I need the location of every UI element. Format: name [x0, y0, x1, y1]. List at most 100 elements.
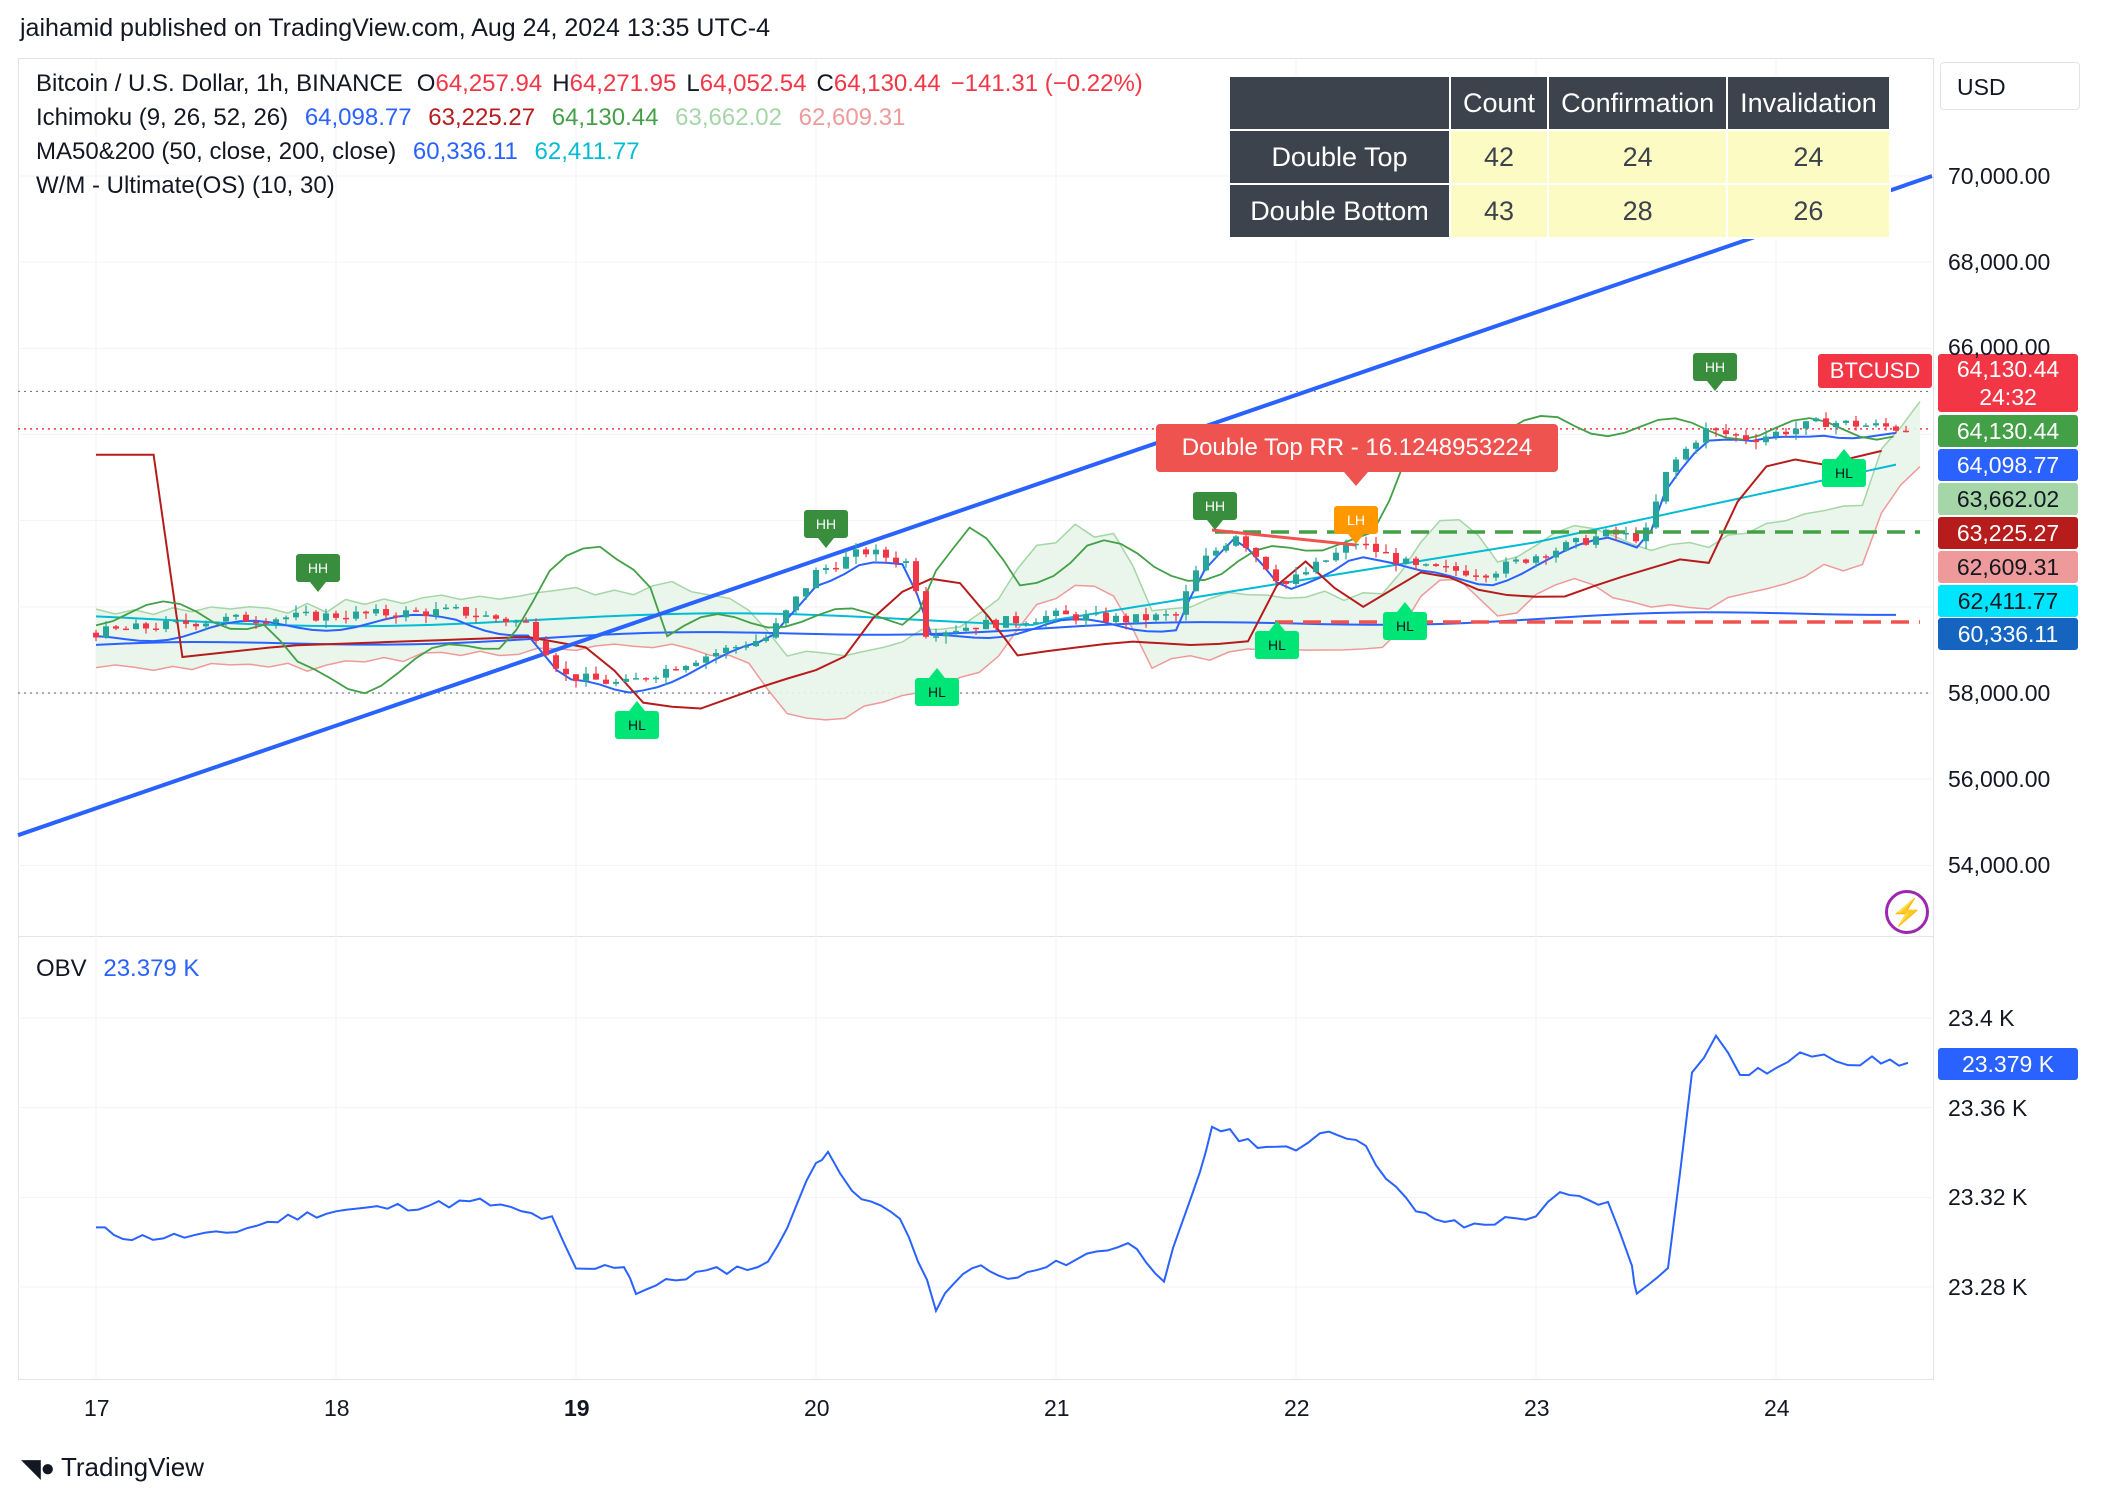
- candle-body: [213, 621, 219, 624]
- candle-body: [1843, 420, 1849, 423]
- candle-body: [1803, 421, 1809, 429]
- price-tick-68000: 68,000.00: [1948, 249, 2051, 275]
- row-double-bottom: Double Bottom: [1228, 183, 1451, 239]
- candle-body: [1533, 556, 1539, 563]
- candle-body: [933, 636, 939, 638]
- candle-body: [603, 679, 609, 684]
- candle-body: [723, 647, 729, 653]
- candle-body: [263, 622, 269, 624]
- legend-ma-row[interactable]: MA50&200 (50, close, 200, close) 60,336.…: [36, 138, 650, 166]
- candle-body: [1203, 555, 1209, 571]
- candle-body: [383, 609, 389, 616]
- candle-body: [1553, 550, 1559, 558]
- candle-body: [293, 612, 299, 618]
- lightning-icon[interactable]: ⚡: [1885, 890, 1929, 934]
- candle-body: [1853, 420, 1859, 427]
- obv-series-line: [95, 1033, 1909, 1314]
- candle-body: [1733, 434, 1739, 436]
- candle-body: [983, 619, 989, 630]
- tag-kijun: 63,225.27: [1938, 517, 2078, 549]
- candle-body: [1723, 430, 1729, 435]
- ichimoku-chikou-value: 64,130.44: [551, 104, 659, 131]
- candle-body: [1763, 436, 1769, 443]
- candle-body: [1833, 422, 1839, 427]
- candle-body: [1443, 566, 1449, 568]
- pivot-label-hl: HL: [1255, 621, 1299, 659]
- low-label: L: [686, 70, 700, 97]
- candle-body: [1603, 529, 1609, 537]
- price-tick-54000: 54,000.00: [1948, 852, 2051, 878]
- legend-ichimoku-row[interactable]: Ichimoku (9, 26, 52, 26) 64,098.77 63,22…: [36, 104, 915, 132]
- candle-body: [323, 613, 329, 621]
- candle-body: [1003, 616, 1009, 628]
- candle-body: [333, 613, 339, 618]
- candle-body: [1093, 612, 1099, 615]
- candle-body: [653, 677, 659, 680]
- candle-body: [1153, 614, 1159, 621]
- header-count: Count: [1448, 75, 1550, 131]
- candle-body: [163, 620, 169, 630]
- candle-body: [833, 567, 839, 570]
- candle-body: [1423, 564, 1429, 566]
- ma200-value: 62,411.77: [534, 138, 640, 165]
- legend-wm-row[interactable]: W/M - Ultimate(OS) (10, 30): [36, 172, 345, 200]
- candle-body: [1023, 623, 1029, 625]
- symbol-price-label: BTCUSD: [1818, 354, 1932, 388]
- candle-body: [283, 617, 289, 620]
- candle-body: [1083, 614, 1089, 621]
- candle-body: [1473, 575, 1479, 577]
- candle-body: [733, 646, 739, 649]
- candle-body: [233, 614, 239, 617]
- row-double-top: Double Top: [1228, 129, 1451, 185]
- candle-body: [943, 632, 949, 637]
- candle-body: [423, 611, 429, 617]
- candle-body: [1133, 614, 1139, 623]
- candle-body: [1303, 572, 1309, 575]
- candle-body: [923, 591, 929, 637]
- tradingview-logo[interactable]: ◥● TradingView: [22, 1452, 204, 1483]
- last-price: 64,130.44: [1956, 356, 2060, 382]
- tag-chikou: 64,130.44: [1938, 415, 2078, 447]
- svg-text:LH: LH: [1347, 512, 1365, 528]
- header-confirmation: Confirmation: [1547, 75, 1729, 131]
- candle-body: [1103, 612, 1109, 622]
- candle-body: [913, 561, 919, 592]
- obv-legend[interactable]: OBV 23.379 K: [36, 955, 209, 983]
- candle-body: [103, 626, 109, 638]
- obv-pane-frame: [18, 936, 1934, 1380]
- candle-body: [623, 678, 629, 682]
- date-tick-22: 22: [1284, 1395, 1310, 1421]
- candle-body: [1433, 564, 1439, 567]
- open-label: O: [416, 70, 436, 97]
- candle-body: [803, 588, 809, 597]
- double-top-annotation[interactable]: Double Top RR - 16.1248953224: [1156, 424, 1558, 472]
- candle-body: [573, 674, 579, 682]
- candle-body: [1523, 559, 1529, 563]
- pivot-label-hl: HL: [1383, 602, 1427, 640]
- candle-body: [1233, 536, 1239, 546]
- candle-body: [353, 611, 359, 619]
- candle-body: [1363, 543, 1369, 546]
- candle-body: [1493, 573, 1499, 578]
- candle-body: [313, 611, 319, 621]
- candle-body: [1703, 428, 1709, 443]
- candle-body: [1053, 610, 1059, 616]
- candle-body: [1273, 569, 1279, 582]
- currency-button[interactable]: USD: [1940, 62, 2080, 110]
- tag-ma50: 60,336.11: [1938, 618, 2078, 650]
- candle-body: [853, 549, 859, 557]
- candle-body: [1283, 581, 1289, 584]
- candle-body: [253, 621, 259, 624]
- candle-body: [1773, 431, 1779, 437]
- candle-body: [413, 610, 419, 612]
- candle-body: [1453, 566, 1459, 571]
- candle-body: [473, 615, 479, 618]
- wm-label: W/M - Ultimate(OS) (10, 30): [36, 172, 335, 199]
- candle-body: [1123, 615, 1129, 623]
- date-tick-24: 24: [1764, 1395, 1790, 1421]
- candle-body: [613, 681, 619, 684]
- candle-body: [303, 611, 309, 614]
- candle-body: [1893, 426, 1899, 431]
- obv-tick-23.4: 23.4 K: [1948, 1005, 2015, 1031]
